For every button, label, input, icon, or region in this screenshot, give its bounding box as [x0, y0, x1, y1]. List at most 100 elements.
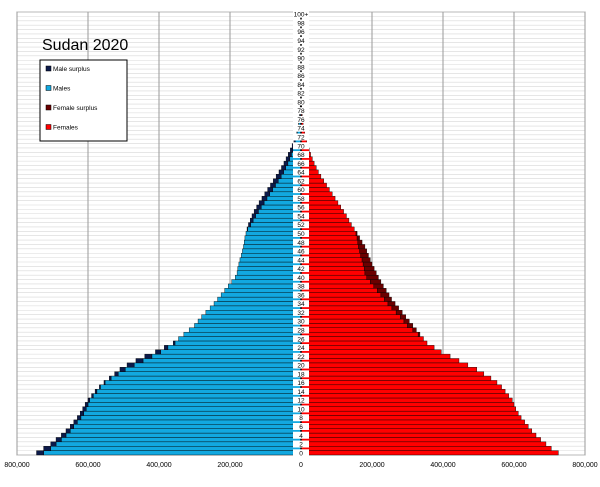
male-bar	[143, 359, 301, 363]
male-surplus-bar	[83, 407, 87, 411]
female-bar	[301, 380, 497, 384]
female-surplus-bar	[359, 244, 365, 248]
male-bar	[100, 385, 301, 389]
male-bar	[125, 367, 301, 371]
male-surplus-bar	[273, 179, 278, 183]
female-surplus-bar	[388, 301, 395, 305]
female-bar	[301, 451, 558, 455]
male-surplus-bar	[247, 227, 248, 231]
male-bar	[179, 337, 301, 341]
age-label: 76	[297, 117, 305, 124]
male-bar	[44, 451, 301, 455]
male-bar	[202, 315, 301, 319]
age-label: 80	[297, 99, 305, 106]
age-label: 72	[297, 135, 305, 142]
male-bar	[237, 271, 301, 275]
age-label: 20	[297, 363, 305, 370]
age-label: 34	[297, 301, 305, 308]
age-label: 38	[297, 284, 305, 291]
female-bar	[301, 345, 434, 349]
legend-swatch	[46, 125, 51, 130]
male-surplus-bar	[290, 148, 292, 152]
male-bar	[97, 389, 301, 393]
male-surplus-bar	[262, 196, 267, 200]
female-bar	[301, 231, 356, 235]
male-bar	[118, 372, 301, 376]
male-surplus-bar	[80, 411, 84, 415]
male-bar	[238, 266, 301, 270]
male-bar	[239, 262, 301, 266]
age-label: 52	[297, 222, 305, 229]
female-bar	[301, 315, 400, 319]
female-surplus-bar	[363, 262, 372, 266]
chart-title: Sudan 2020	[42, 37, 128, 54]
male-bar	[61, 437, 301, 441]
female-bar	[301, 297, 384, 301]
female-bar	[301, 354, 450, 358]
female-bar	[301, 407, 516, 411]
male-bar	[221, 293, 301, 297]
male-surplus-bar	[44, 446, 51, 450]
age-label: 14	[297, 389, 305, 396]
male-bar	[240, 258, 301, 262]
female-bar	[301, 332, 418, 336]
male-surplus-bar	[88, 398, 90, 402]
male-surplus-bar	[104, 380, 105, 384]
female-surplus-bar	[381, 293, 389, 297]
male-bar	[105, 380, 301, 384]
female-surplus-bar	[358, 240, 362, 244]
x-tick-label: 600,000	[75, 462, 100, 469]
age-label: 62	[297, 178, 305, 185]
male-surplus-bar	[74, 420, 78, 424]
male-bar	[93, 394, 301, 398]
legend-swatch	[46, 105, 51, 110]
male-bar	[161, 350, 301, 354]
male-bar	[244, 240, 301, 244]
age-label: 2	[299, 442, 303, 449]
male-surplus-bar	[136, 359, 143, 363]
legend-label: Males	[53, 86, 71, 93]
male-bar	[84, 411, 301, 415]
female-surplus-bar	[367, 275, 379, 279]
female-surplus-bar	[408, 323, 413, 327]
age-label: 44	[297, 257, 305, 264]
female-bar	[301, 266, 364, 270]
age-label: 36	[297, 292, 305, 299]
female-bar	[301, 341, 427, 345]
male-surplus-bar	[37, 451, 44, 455]
x-tick-label: 400,000	[146, 462, 171, 469]
male-bar	[195, 323, 302, 327]
female-bar	[301, 389, 505, 393]
age-label: 12	[297, 398, 305, 405]
age-label: 92	[297, 47, 305, 54]
x-tick-label: 800,000	[572, 462, 597, 469]
age-label: 4	[299, 433, 303, 440]
female-surplus-bar	[404, 319, 409, 323]
male-surplus-bar	[145, 354, 152, 358]
x-tick-label: 800,000	[4, 462, 29, 469]
female-surplus-bar	[365, 271, 376, 275]
female-bar	[301, 442, 546, 446]
age-label: 68	[297, 152, 305, 159]
age-label: 84	[297, 82, 305, 89]
female-surplus-bar	[418, 332, 420, 336]
age-label: 78	[297, 108, 305, 115]
female-bar	[301, 244, 359, 248]
male-bar	[56, 442, 301, 446]
female-bar	[301, 271, 365, 275]
female-bar	[301, 319, 404, 323]
age-label: 94	[297, 38, 305, 45]
male-surplus-bar	[265, 192, 270, 196]
male-bar	[241, 253, 301, 257]
female-surplus-bar	[356, 231, 357, 235]
female-bar	[301, 385, 502, 389]
male-surplus-bar	[259, 201, 264, 205]
x-tick-label: 0	[299, 462, 303, 469]
age-label: 40	[297, 275, 305, 282]
male-bar	[228, 284, 301, 288]
female-bar	[301, 275, 367, 279]
female-surplus-bar	[361, 253, 369, 257]
male-bar	[66, 433, 301, 437]
